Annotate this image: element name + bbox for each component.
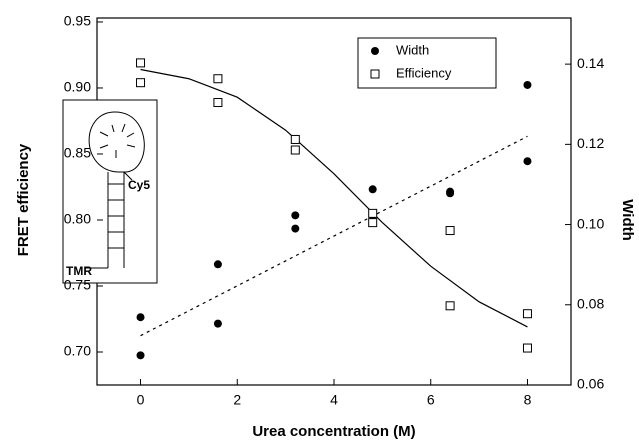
loop bbox=[88, 111, 145, 173]
point bbox=[136, 78, 146, 88]
y2-tick-label: 0.08 bbox=[577, 295, 604, 311]
y-tick-label: 0.80 bbox=[64, 211, 91, 227]
point bbox=[445, 226, 455, 236]
point bbox=[136, 351, 145, 360]
point bbox=[136, 313, 145, 322]
point bbox=[290, 134, 300, 144]
stem bbox=[85, 171, 133, 269]
y2-tick-label: 0.06 bbox=[577, 376, 604, 392]
loop-bases bbox=[99, 123, 136, 158]
point bbox=[368, 185, 377, 194]
plot-frame bbox=[96, 17, 572, 386]
point bbox=[213, 97, 223, 107]
legend-label: Width bbox=[396, 42, 429, 57]
legend-marker bbox=[370, 69, 380, 79]
point bbox=[446, 189, 455, 198]
y-tick-label: 0.95 bbox=[64, 13, 91, 29]
y-tick-label: 0.85 bbox=[64, 145, 91, 161]
point bbox=[290, 145, 300, 155]
point bbox=[522, 309, 532, 319]
point bbox=[523, 157, 532, 166]
y-axis-label: FRET efficiency bbox=[15, 143, 32, 256]
x-tick-label: 6 bbox=[427, 392, 435, 408]
y2-axis-label: Width bbox=[619, 199, 636, 241]
point bbox=[136, 58, 146, 68]
point bbox=[291, 211, 300, 220]
point bbox=[213, 74, 223, 84]
inset-label: TMR bbox=[66, 264, 92, 278]
x-tick-label: 8 bbox=[524, 392, 532, 408]
y-tick-label: 0.70 bbox=[64, 343, 91, 359]
x-tick-label: 0 bbox=[137, 392, 145, 408]
y2-tick-label: 0.14 bbox=[577, 55, 604, 71]
point bbox=[291, 224, 300, 233]
point bbox=[368, 208, 378, 218]
y-tick-label: 0.90 bbox=[64, 79, 91, 95]
legend-frame bbox=[357, 37, 497, 89]
y2-tick-label: 0.10 bbox=[577, 215, 604, 231]
point bbox=[213, 260, 222, 269]
x-axis-label: Urea concentration (M) bbox=[252, 423, 415, 440]
legend-marker bbox=[371, 47, 379, 55]
point bbox=[213, 319, 222, 328]
y2-tick-label: 0.12 bbox=[577, 135, 604, 151]
inset: Cy5 TMR bbox=[62, 99, 158, 284]
fit-line bbox=[140, 68, 528, 328]
point bbox=[445, 301, 455, 311]
point bbox=[368, 218, 378, 228]
legend-label: Efficiency bbox=[396, 65, 452, 80]
x-tick-label: 4 bbox=[330, 392, 338, 408]
point bbox=[523, 80, 532, 89]
inset-label: Cy5 bbox=[128, 178, 150, 192]
fit-line bbox=[140, 135, 528, 337]
point bbox=[522, 343, 532, 353]
y-tick-label: 0.75 bbox=[64, 277, 91, 293]
x-tick-label: 2 bbox=[233, 392, 241, 408]
